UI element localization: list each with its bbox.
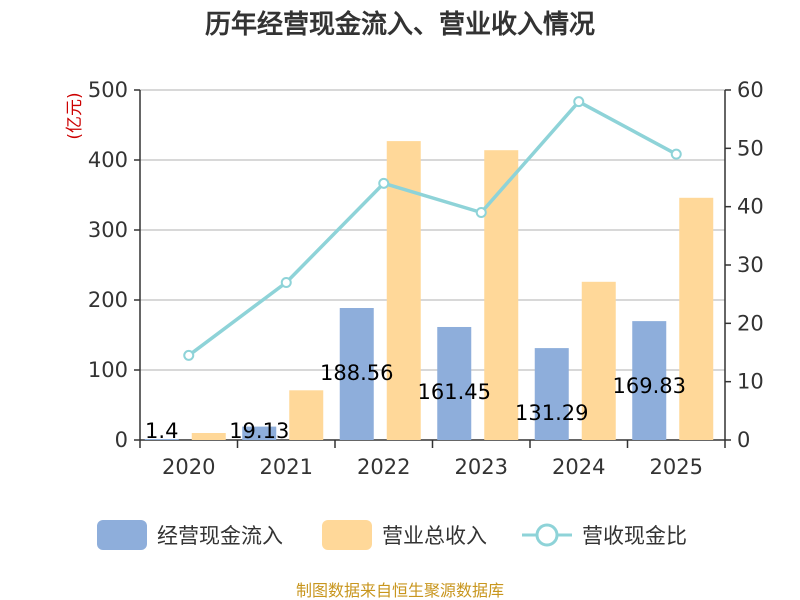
data-label-cash-inflow-2020: 1.4 <box>145 419 178 443</box>
legend-label-cash-inflow: 经营现金流入 <box>157 524 283 548</box>
right-tick-label-2: 20 <box>737 311 764 335</box>
legend-label-ratio: 营收现金比 <box>582 524 687 548</box>
legend-label-revenue: 营业总收入 <box>382 524 487 548</box>
x-tick-label-3: 2023 <box>455 455 508 479</box>
axes: 0 100 200 300 400 500 0 10 20 30 40 50 60 2020 2021 202… <box>88 78 764 479</box>
legend-swatch-cash-inflow <box>97 520 147 550</box>
x-tick-label-0: 2020 <box>162 455 215 479</box>
data-labels: 1.4 19.13 188.56 161.45 131.29 169.83 <box>145 361 686 443</box>
bar-cash-inflow-2021 <box>242 426 277 440</box>
left-tick-label-4: 400 <box>88 148 128 172</box>
x-tick-label-5: 2025 <box>650 455 703 479</box>
left-tick-label-5: 500 <box>88 78 128 102</box>
left-axis-unit: (亿元) <box>65 92 85 139</box>
right-tick-label-5: 50 <box>737 136 764 160</box>
bar-revenue-2024 <box>581 281 616 440</box>
x-tick-label-2: 2022 <box>357 455 410 479</box>
left-tick-label-1: 100 <box>88 358 128 382</box>
line-ratio-path <box>187 99 678 357</box>
legend-marker-ratio <box>535 523 559 547</box>
point-ratio-2022 <box>378 177 390 189</box>
chart-title: 历年经营现金流入、营业收入情况 <box>205 9 595 40</box>
right-tick-label-3: 30 <box>737 253 764 277</box>
ratio-line <box>183 96 682 361</box>
x-tick-label-4: 2024 <box>552 455 605 479</box>
bar-revenue-2023 <box>484 150 519 440</box>
left-tick-label-3: 300 <box>88 218 128 242</box>
bar-revenue-2025 <box>679 197 714 440</box>
bar-cash-inflow-2020 <box>144 439 179 440</box>
right-tick-label-1: 10 <box>737 370 764 394</box>
grid-lines <box>140 89 725 371</box>
bars <box>144 141 714 440</box>
bar-cash-inflow-2024 <box>534 348 569 440</box>
data-label-cash-inflow-2023: 161.45 <box>418 380 491 404</box>
point-ratio-2023 <box>475 207 487 218</box>
point-ratio-2025 <box>670 148 682 160</box>
data-label-cash-inflow-2021: 19.13 <box>229 419 289 443</box>
data-label-cash-inflow-2025: 169.83 <box>613 374 686 398</box>
point-ratio-2020 <box>183 349 195 361</box>
source-note: 制图数据来自恒生聚源数据库 <box>296 581 504 600</box>
bar-cash-inflow-2023 <box>437 326 472 440</box>
legend-swatch-revenue <box>322 520 372 550</box>
data-label-cash-inflow-2022: 188.56 <box>320 361 393 385</box>
bar-cash-inflow-2022 <box>339 308 374 440</box>
bar-cash-inflow-2025 <box>632 321 667 440</box>
right-tick-label-6: 60 <box>737 78 764 102</box>
data-label-cash-inflow-2024: 131.29 <box>515 401 588 425</box>
point-ratio-2021 <box>280 277 292 288</box>
point-ratio-2024 <box>573 96 585 108</box>
legend: 经营现金流入 营业总收入 营收现金比 <box>97 520 687 550</box>
bar-revenue-2020 <box>191 433 226 440</box>
right-tick-label-0: 0 <box>737 428 750 452</box>
right-tick-label-4: 40 <box>737 195 764 219</box>
left-tick-label-2: 200 <box>88 288 128 312</box>
bar-revenue-2021 <box>289 390 324 440</box>
x-tick-label-1: 2021 <box>260 455 313 479</box>
right-axis-unit: % <box>798 85 800 101</box>
left-tick-label-0: 0 <box>115 428 128 452</box>
